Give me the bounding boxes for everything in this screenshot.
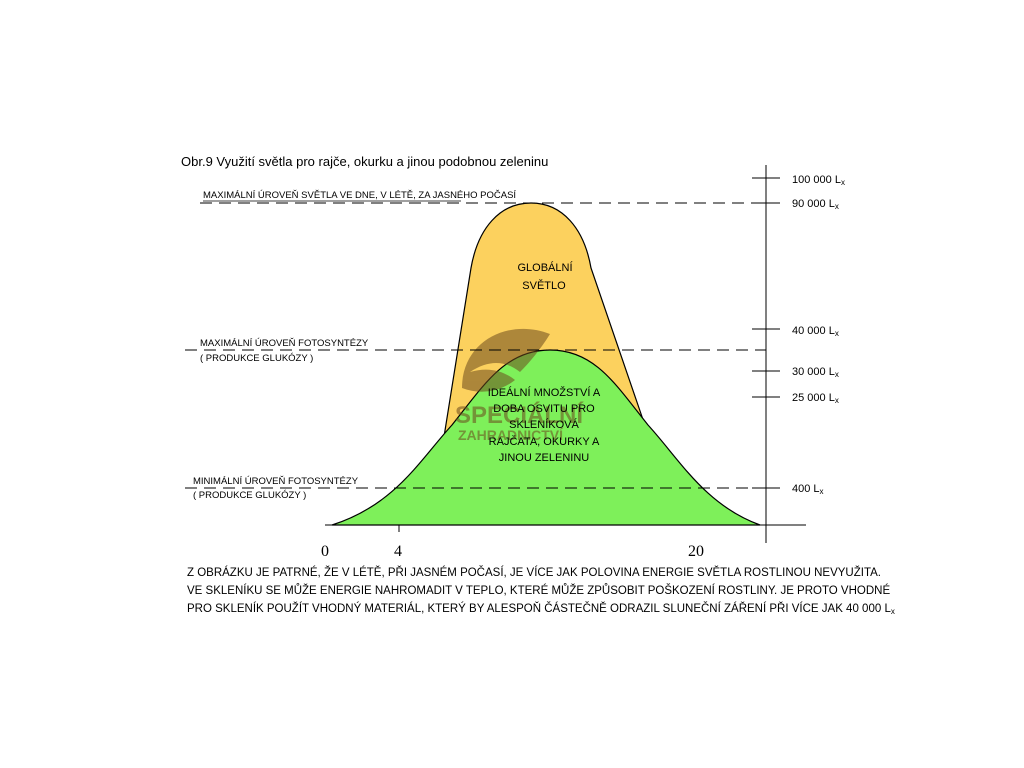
x-tick-0: 0 [321, 543, 329, 560]
label-min-photo-2: ( PRODUKCE GLUKÓZY ) [193, 490, 306, 501]
label-max-photo-1: MAXIMÁLNÍ ÚROVEŇ FOTOSYNTÉZY [200, 338, 369, 349]
scale-label-400: 400 Lx [792, 483, 824, 496]
x-tick-4: 4 [394, 543, 402, 560]
global-light-label-1: GLOBÁLNÍ [517, 261, 573, 274]
ideal-label-2: DOBA OSVITU PRO [493, 403, 595, 415]
caption-line-3: PRO SKLENÍK POUŽÍT VHODNÝ MATERIÁL, KTER… [187, 602, 895, 616]
caption-line-2: VE SKLENÍKU SE MŮŽE ENERGIE NAHROMADIT V… [187, 584, 890, 597]
watermark-line2: ZAHRADNICTVÍ [458, 427, 564, 443]
watermark-logo: SPECIÁLNÍ ZAHRADNICTVÍ [455, 328, 584, 443]
watermark-line1: SPECIÁLNÍ [455, 401, 584, 429]
ideal-label-4: RAJČATA, OKURKY A [489, 435, 600, 448]
watermark-leaf-icon [462, 328, 550, 392]
scale-label-30000: 30 000 Lx [792, 366, 839, 379]
light-scale-ticks [752, 177, 780, 489]
light-scale-labels: 100 000 Lx 90 000 Lx 40 000 Lx 30 000 Lx… [792, 174, 845, 496]
label-max-photo-2: ( PRODUKCE GLUKÓZY ) [200, 353, 313, 364]
x-tick-20: 20 [688, 543, 704, 560]
label-min-photo-1: MINIMÁLNÍ ÚROVEŇ FOTOSYNTÉZY [193, 476, 359, 487]
ideal-label-1: IDEÁLNÍ MNOŽSTVÍ A [488, 386, 601, 399]
figure-title: Obr.9 Využití světla pro rajče, okurku a… [181, 154, 548, 169]
ideal-label-5: JINOU ZELENINU [499, 452, 590, 464]
caption-line-1: Z OBRÁZKU JE PATRNÉ, ŽE V LÉTĚ, PŘI JASN… [187, 566, 881, 579]
label-max-day: MAXIMÁLNÍ ÚROVEŇ SVĚTLA VE DNE, V LÉTĚ, … [203, 190, 516, 201]
scale-label-25000: 25 000 Lx [792, 392, 839, 405]
global-light-label-2: SVĚTLO [522, 279, 566, 292]
ideal-label-3: SKLENÍKOVÁ [509, 418, 579, 431]
scale-label-40000: 40 000 Lx [792, 325, 839, 338]
scale-label-90000: 90 000 Lx [792, 198, 839, 211]
scale-label-100000: 100 000 Lx [792, 174, 845, 187]
